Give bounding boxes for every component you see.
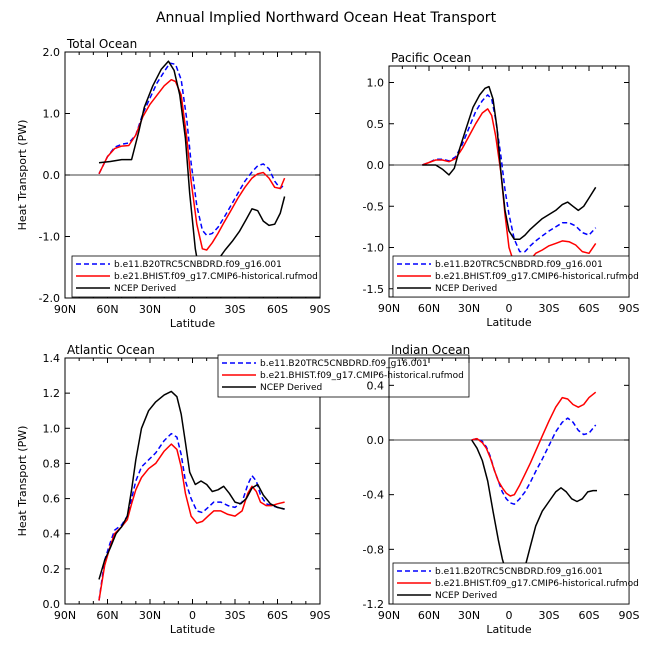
indian-ocean-series-b-e11 [471, 417, 597, 505]
atlantic-ocean-x-axis-label: Latitude [170, 623, 216, 636]
indian-ocean-legend-label-ncep: NCEP Derived [435, 591, 497, 601]
indian-ocean-y-tick-label: 0.4 [367, 379, 385, 392]
indian-ocean-y-tick-label: 0.0 [367, 434, 385, 447]
pacific-ocean-x-tick-label: 0 [506, 302, 513, 315]
indian-ocean-x-tick-label: 60N [418, 609, 440, 622]
atlantic-ocean-x-tick-label: 90S [310, 609, 331, 622]
total-ocean-panel: Total Ocean 90N 60N 30N 0 30S 60S 90S 2.0 1.0 0.0 -… [16, 37, 331, 330]
indian-ocean-legend-box [392, 562, 630, 605]
total-ocean-y-tick-label: -2.0 [39, 292, 60, 305]
total-ocean-x-tick-label: 0 [189, 303, 196, 316]
indian-ocean-x-tick-label: 30N [458, 609, 480, 622]
total-ocean-x-tick-label: 60N [96, 303, 118, 316]
pacific-ocean-panel: Pacific Ocean 90N 60N 30N 0 30S 60S 90S 1.0 0.5 0.… [363, 51, 640, 329]
pacific-ocean-series-ncep [422, 85, 597, 241]
indian-ocean-legend: b.e11.B20TRC5CNBDRD.f09_g16.001 b.e21.BHI… [392, 562, 639, 605]
atlantic-ocean-x-tick-label: 0 [189, 609, 196, 622]
pacific-ocean-x-tick-label: 30N [458, 302, 480, 315]
total-ocean-y-tick-label: 1.0 [43, 108, 61, 121]
pacific-ocean-y-tick-label: -1.0 [363, 242, 384, 255]
pacific-ocean-x-tick-label: 90N [378, 302, 400, 315]
total-ocean-x-tick-label: 90N [54, 303, 76, 316]
indian-ocean-title: Indian Ocean [391, 343, 470, 357]
pacific-ocean-y-tick-label: 0.5 [367, 118, 385, 131]
total-ocean-legend-label-b-e11: b.e11.B20TRC5CNBDRD.f09_g16.001 [114, 260, 282, 270]
total-ocean-x-tick-label: 90S [310, 303, 331, 316]
indian-ocean-series-ncep [471, 439, 597, 589]
total-ocean-x-tick-label: 30S [225, 303, 246, 316]
total-ocean-y-tick-label: 2.0 [43, 46, 61, 59]
atlantic-ocean-legend-label-b-e11: b.e11.B20TRC5CNBDRD.f09_g16.001 [260, 359, 428, 369]
pacific-ocean-legend-label-b-e11: b.e11.B20TRC5CNBDRD.f09_g16.001 [435, 260, 603, 270]
atlantic-ocean-y-tick-label: 0.2 [43, 563, 61, 576]
total-ocean-y-axis-label: Heat Transport (PW) [16, 120, 29, 231]
pacific-ocean-title: Pacific Ocean [391, 51, 471, 65]
total-ocean-legend: b.e11.B20TRC5CNBDRD.f09_g16.001 b.e21.BHI… [71, 255, 321, 298]
figure-title: Annual Implied Northward Ocean Heat Tran… [156, 10, 497, 26]
indian-ocean-y-tick-label: -1.2 [363, 598, 384, 611]
atlantic-ocean-x-tick-label: 90N [54, 609, 76, 622]
indian-ocean-y-tick-label: -0.8 [363, 543, 384, 556]
atlantic-ocean-series-b-e21 [98, 443, 285, 601]
pacific-ocean-legend-box [392, 255, 630, 298]
atlantic-ocean-y-tick-label: 0.4 [43, 528, 61, 541]
atlantic-ocean-y-tick-label: 0.8 [43, 457, 61, 470]
pacific-ocean-y-tick-label: -1.5 [363, 283, 384, 296]
pacific-ocean-y-tick-label: 0.0 [367, 159, 385, 172]
atlantic-ocean-y-tick-label: 1.4 [43, 352, 61, 365]
atlantic-ocean-legend-box [217, 354, 470, 398]
indian-ocean-x-axis-label: Latitude [486, 623, 532, 636]
pacific-ocean-series-b-e21 [422, 108, 597, 272]
atlantic-ocean-y-axis-label: Heat Transport (PW) [16, 426, 29, 537]
indian-ocean-x-tick-label: 30S [539, 609, 560, 622]
atlantic-ocean-x-tick-label: 30S [225, 609, 246, 622]
pacific-ocean-legend: b.e11.B20TRC5CNBDRD.f09_g16.001 b.e21.BHI… [392, 255, 639, 298]
atlantic-ocean-x-tick-label: 60N [96, 609, 118, 622]
atlantic-ocean-x-tick-label: 60S [267, 609, 288, 622]
pacific-ocean-legend-label-ncep: NCEP Derived [435, 284, 497, 294]
indian-ocean-legend-label-b-e11: b.e11.B20TRC5CNBDRD.f09_g16.001 [435, 567, 603, 577]
atlantic-ocean-y-tick-label: 1.0 [43, 422, 61, 435]
pacific-ocean-legend-label-b-e21: b.e21.BHIST.f09_g17.CMIP6-historical.ruf… [435, 272, 639, 282]
pacific-ocean-x-tick-label: 60S [579, 302, 600, 315]
atlantic-ocean-y-tick-label: 0.6 [43, 493, 61, 506]
atlantic-ocean-y-tick-label: 0.0 [43, 598, 61, 611]
indian-ocean-panel: Indian Ocean 90N 60N 30N 0 30S 60S 90S 0.4 0.0 -0.… [363, 343, 640, 636]
total-ocean-y-tick-label: -1.0 [39, 231, 60, 244]
atlantic-ocean-x-tick-label: 30N [139, 609, 161, 622]
indian-ocean-legend-label-b-e21: b.e21.BHIST.f09_g17.CMIP6-historical.ruf… [435, 579, 639, 589]
indian-ocean-series-b-e21 [471, 391, 597, 497]
pacific-ocean-x-axis-label: Latitude [486, 316, 532, 329]
pacific-ocean-x-tick-label: 30S [539, 302, 560, 315]
pacific-ocean-y-tick-label: -0.5 [363, 200, 384, 213]
pacific-ocean-x-tick-label: 90S [619, 302, 640, 315]
total-ocean-series-b-e21 [98, 78, 286, 251]
indian-ocean-x-tick-label: 0 [506, 609, 513, 622]
atlantic-ocean-panel: Atlantic Ocean 90N 60N 30N 0 30S 60S 90S 1.4 1.2 1… [16, 343, 470, 636]
total-ocean-legend-label-b-e21: b.e21.BHIST.f09_g17.CMIP6-historical.ruf… [114, 272, 318, 282]
pacific-ocean-x-tick-label: 60N [418, 302, 440, 315]
atlantic-ocean-legend-label-ncep: NCEP Derived [260, 383, 322, 393]
total-ocean-title: Total Ocean [66, 37, 137, 51]
atlantic-ocean-title: Atlantic Ocean [67, 343, 155, 357]
total-ocean-x-tick-label: 60S [267, 303, 288, 316]
total-ocean-y-tick-label: 0.0 [43, 169, 61, 182]
atlantic-ocean-legend-label-b-e21: b.e21.BHIST.f09_g17.CMIP6-historical.ruf… [260, 371, 464, 381]
indian-ocean-x-tick-label: 60S [579, 609, 600, 622]
indian-ocean-x-tick-label: 90N [378, 609, 400, 622]
pacific-ocean-series-b-e11 [422, 94, 597, 253]
atlantic-ocean-legend: b.e11.B20TRC5CNBDRD.f09_g16.001 b.e21.BHI… [217, 354, 470, 398]
total-ocean-legend-box [71, 255, 321, 298]
total-ocean-x-axis-label: Latitude [170, 317, 216, 330]
chart-panels: Total Ocean 90N 60N 30N 0 30S 60S 90S 2.0 1.0 0.0 -… [16, 37, 640, 636]
total-ocean-x-tick-label: 30N [139, 303, 161, 316]
atlantic-ocean-y-tick-label: 1.2 [43, 387, 61, 400]
pacific-ocean-y-tick-label: 1.0 [367, 77, 385, 90]
atlantic-ocean-series-ncep [98, 390, 285, 580]
indian-ocean-x-tick-label: 90S [619, 609, 640, 622]
total-ocean-legend-label-ncep: NCEP Derived [114, 284, 176, 294]
indian-ocean-y-tick-label: -0.4 [363, 489, 384, 502]
